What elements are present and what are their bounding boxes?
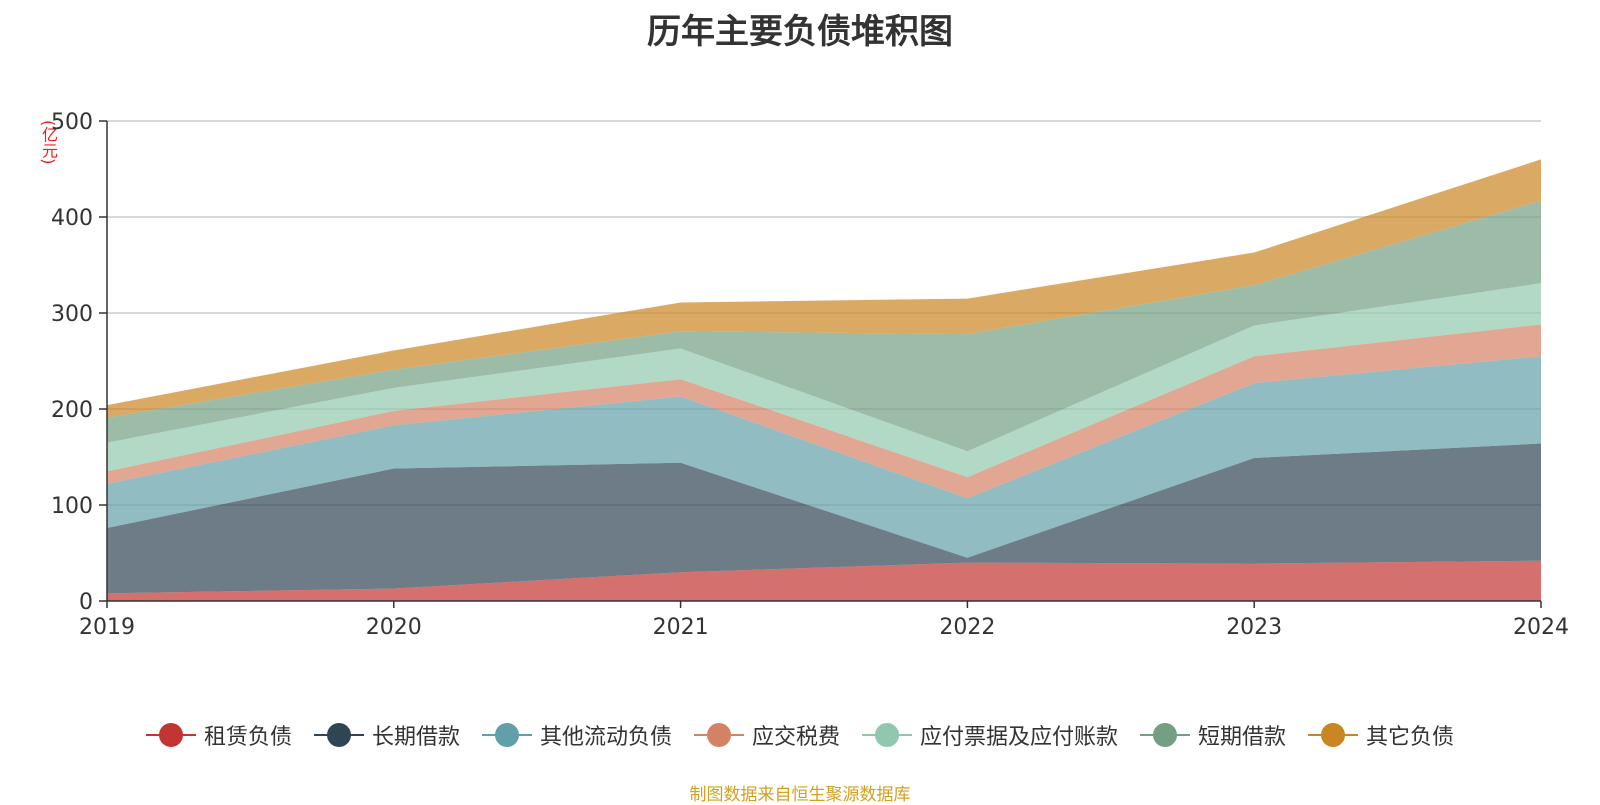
legend-marker-icon: [1308, 723, 1359, 747]
legend-label: 应交税费: [751, 725, 840, 750]
y-tick-label: 100: [51, 494, 93, 519]
legend-label: 长期借款: [371, 725, 460, 750]
data-source-note: 制图数据来自恒生聚源数据库: [689, 785, 911, 805]
area-series-6: [107, 159, 1541, 418]
legend-dot: [494, 723, 519, 747]
legend-dot: [1153, 723, 1178, 747]
legend-item-2[interactable]: 其他流动负债: [481, 719, 672, 751]
legend-label: 应付票据及应付账款: [920, 725, 1119, 750]
legend-item-0[interactable]: 租赁负债: [145, 719, 292, 751]
legend-item-5[interactable]: 短期借款: [1140, 719, 1286, 751]
legend-item-1[interactable]: 长期借款: [313, 719, 460, 751]
legend-label: 其它负债: [1366, 725, 1455, 750]
y-tick-label: 200: [51, 398, 93, 423]
y-tick-label: 500: [51, 110, 93, 135]
y-tick-label: 0: [79, 590, 93, 615]
legend-dot: [875, 723, 899, 747]
y-tick-label: 300: [51, 302, 93, 327]
legend-item-3[interactable]: 应交税费: [693, 719, 840, 751]
legend-marker-icon: [693, 723, 744, 747]
x-tick-label: 2020: [366, 615, 422, 640]
legend-marker-icon: [313, 723, 364, 747]
area-series-2: [107, 356, 1541, 558]
x-tick-label: 2021: [653, 615, 709, 640]
x-tick-label: 2023: [1226, 615, 1282, 640]
chart-legend: 租赁负债 长期借款 其他流动负债 应交税费 应付票据及应付账款 短期借款 其它负债: [0, 719, 1600, 751]
x-tick-label: 2019: [79, 615, 135, 640]
area-series-3: [107, 324, 1541, 499]
legend-item-6[interactable]: 其它负债: [1308, 719, 1454, 751]
legend-marker-icon: [145, 723, 196, 747]
chart-title: 历年主要负债堆积图: [647, 12, 953, 52]
legend-dot: [706, 723, 731, 747]
legend-marker-icon: [481, 723, 532, 747]
legend-dot: [326, 723, 351, 747]
x-tick-label: 2024: [1513, 615, 1569, 640]
legend-item-4[interactable]: 应付票据及应付账款: [862, 719, 1118, 751]
legend-marker-icon: [862, 723, 912, 747]
legend-marker-icon: [1140, 723, 1191, 747]
area-series-1: [107, 443, 1541, 594]
x-tick-label: 2022: [939, 615, 995, 640]
legend-dot: [158, 723, 183, 747]
y-tick-label: 400: [51, 206, 93, 231]
legend-dot: [1321, 723, 1346, 747]
legend-label: 其他流动负债: [539, 725, 672, 750]
legend-label: 短期借款: [1198, 725, 1287, 750]
y-axis-unit-label: (亿元): [39, 120, 58, 165]
legend-label: 租赁负债: [203, 725, 292, 750]
area-series-0: [107, 560, 1541, 601]
